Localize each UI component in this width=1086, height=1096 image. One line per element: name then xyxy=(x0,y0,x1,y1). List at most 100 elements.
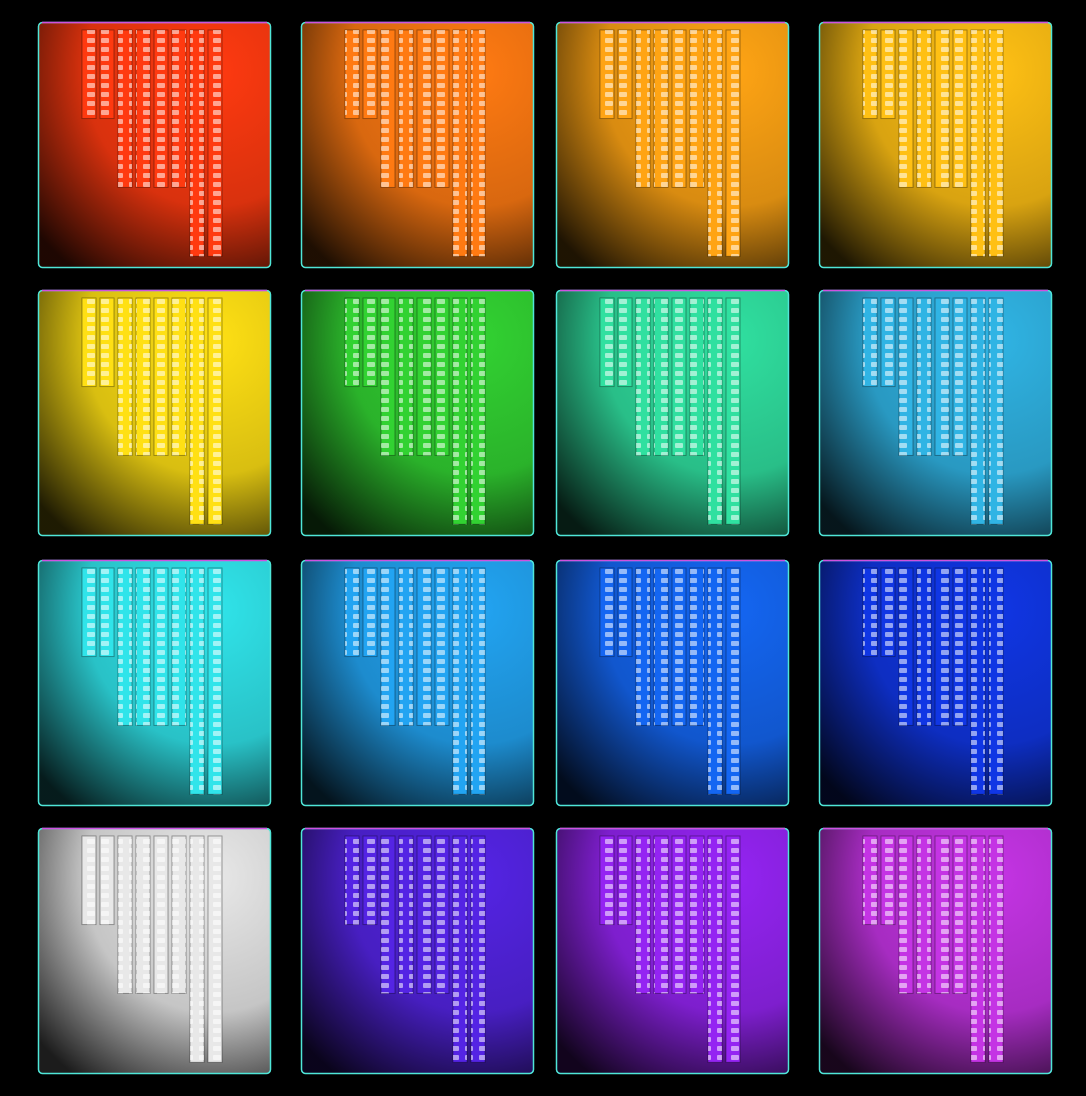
led-row xyxy=(190,298,204,525)
led-row xyxy=(690,30,704,188)
led-row xyxy=(636,298,650,456)
led-row xyxy=(654,30,668,188)
led-row xyxy=(672,568,686,726)
led-row xyxy=(618,30,632,119)
tile xyxy=(300,21,535,269)
tile xyxy=(818,289,1053,537)
led-row xyxy=(118,30,132,188)
tile xyxy=(300,827,535,1075)
led-row xyxy=(863,30,877,119)
led-row xyxy=(453,298,467,525)
led-row xyxy=(82,836,96,925)
led-row xyxy=(471,568,485,795)
led-row xyxy=(381,568,395,726)
led-row xyxy=(381,30,395,188)
tile xyxy=(818,21,1053,269)
led-row xyxy=(881,568,895,657)
tile xyxy=(37,289,272,537)
led-row xyxy=(208,30,222,257)
led-row xyxy=(453,836,467,1063)
tile xyxy=(300,289,535,537)
led-row xyxy=(363,30,377,119)
led-row xyxy=(381,298,395,456)
led-row xyxy=(417,568,431,726)
led-row xyxy=(899,298,913,456)
led-row xyxy=(600,836,614,925)
led-row xyxy=(208,568,222,795)
led-row xyxy=(172,30,186,188)
led-row xyxy=(172,298,186,456)
led-row xyxy=(363,298,377,387)
led-row xyxy=(82,30,96,119)
led-row xyxy=(435,298,449,456)
led-row xyxy=(935,568,949,726)
led-row xyxy=(399,836,413,994)
led-row xyxy=(381,836,395,994)
led-row xyxy=(453,568,467,795)
led-row xyxy=(708,568,722,795)
led-row xyxy=(471,836,485,1063)
led-row xyxy=(345,836,359,925)
led-row xyxy=(600,298,614,387)
led-row xyxy=(100,568,114,657)
led-row xyxy=(154,836,168,994)
led-row xyxy=(726,568,740,795)
led-row xyxy=(190,836,204,1063)
led-row xyxy=(953,298,967,456)
led-row xyxy=(190,30,204,257)
led-row xyxy=(172,836,186,994)
led-row xyxy=(399,298,413,456)
led-row xyxy=(100,30,114,119)
led-row xyxy=(881,30,895,119)
led-row xyxy=(618,836,632,925)
led-row xyxy=(100,298,114,387)
led-row xyxy=(636,568,650,726)
led-row xyxy=(208,836,222,1063)
led-row xyxy=(953,568,967,726)
led-row xyxy=(708,836,722,1063)
led-row xyxy=(208,298,222,525)
led-row xyxy=(654,298,668,456)
led-row xyxy=(82,298,96,387)
led-row xyxy=(690,298,704,456)
tile xyxy=(555,289,790,537)
led-row xyxy=(363,836,377,925)
tile xyxy=(555,827,790,1075)
led-row xyxy=(690,568,704,726)
led-row xyxy=(417,836,431,994)
led-row xyxy=(971,836,985,1063)
led-row xyxy=(636,836,650,994)
led-row xyxy=(136,30,150,188)
led-row xyxy=(672,836,686,994)
led-row xyxy=(82,568,96,657)
tile xyxy=(555,559,790,807)
led-row xyxy=(417,30,431,188)
led-row xyxy=(618,298,632,387)
led-row xyxy=(953,836,967,994)
led-row xyxy=(989,836,1003,1063)
led-row xyxy=(708,298,722,525)
led-row xyxy=(971,30,985,257)
led-row xyxy=(471,30,485,257)
led-row xyxy=(899,568,913,726)
led-row xyxy=(690,836,704,994)
led-row xyxy=(399,568,413,726)
led-row xyxy=(917,30,931,188)
led-row xyxy=(654,836,668,994)
tile xyxy=(818,559,1053,807)
led-row xyxy=(971,568,985,795)
led-row xyxy=(345,298,359,387)
led-row xyxy=(989,568,1003,795)
tile xyxy=(818,827,1053,1075)
led-row xyxy=(100,836,114,925)
tile xyxy=(37,559,272,807)
led-row xyxy=(136,836,150,994)
led-row xyxy=(726,836,740,1063)
led-row xyxy=(726,30,740,257)
led-row xyxy=(154,568,168,726)
led-row xyxy=(618,568,632,657)
tile xyxy=(555,21,790,269)
led-row xyxy=(136,298,150,456)
